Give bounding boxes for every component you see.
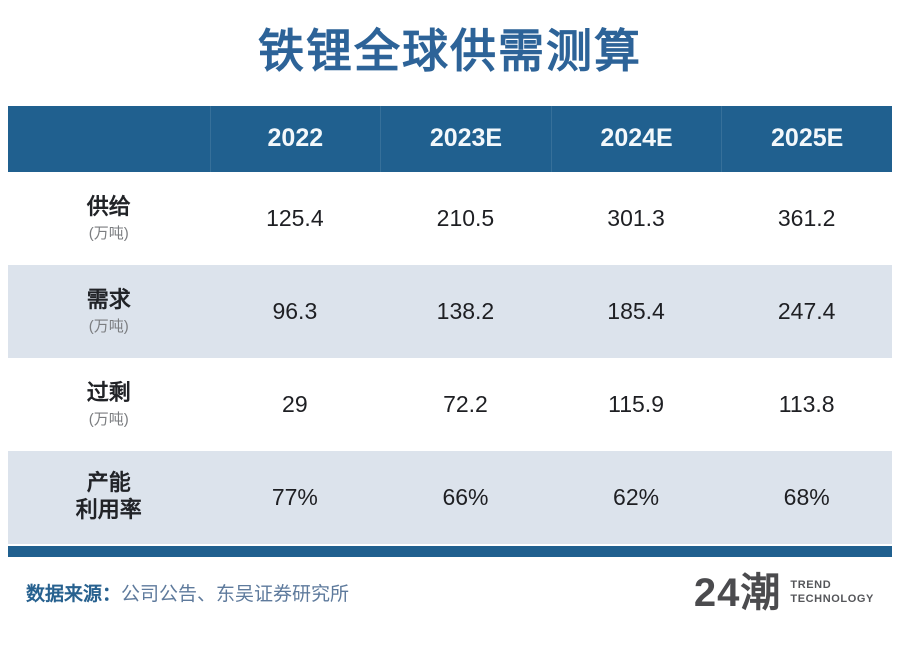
row-header-demand: 需求 (万吨) (8, 286, 210, 337)
table-row-surplus: 过剩 (万吨) 29 72.2 115.9 113.8 (8, 358, 892, 451)
header-empty-cell (8, 106, 210, 172)
page-title: 铁锂全球供需测算 (258, 25, 642, 77)
footer: 数据来源：公司公告、东吴证券研究所 24潮 TREND TECHNOLOGY (26, 573, 874, 613)
column-header-2022: 2022 (209, 105, 381, 172)
row-header-surplus: 过剩 (万吨) (8, 379, 210, 430)
cell-value: 77% (271, 483, 318, 510)
table-row-demand: 需求 (万吨) 96.3 138.2 185.4 247.4 (8, 264, 892, 358)
table-row-supply: 供给 (万吨) 125.4 210.5 301.3 361.2 (8, 172, 892, 265)
table-row-utilization: 产能 利用率 77% 66% 62% 68% (8, 450, 892, 544)
row-header-utilization: 产能 利用率 (8, 469, 210, 526)
cell-value: 138.2 (436, 297, 495, 324)
brand-logo: 24潮 TREND TECHNOLOGY (694, 573, 874, 613)
data-source-text: 公司公告、东吴证券研究所 (121, 584, 350, 606)
cell-value: 125.4 (266, 204, 324, 231)
row-label: 需求 (86, 286, 131, 312)
table-bottom-bar (8, 545, 892, 557)
cell-value: 66% (442, 483, 489, 510)
cell-value: 96.3 (272, 297, 318, 324)
cell-value: 247.4 (777, 297, 836, 324)
cell-value: 113.8 (778, 390, 835, 417)
table-header-row: 2022 2023E 2024E 2025E (8, 105, 892, 172)
brand-logo-line1: TREND (790, 578, 832, 591)
column-header-2024e: 2024E (550, 105, 722, 172)
row-header-supply: 供给 (万吨) (8, 193, 210, 244)
row-label: 供给 (86, 193, 131, 219)
cell-value: 62% (613, 483, 660, 510)
cell-value: 72.2 (443, 390, 488, 417)
cell-value: 361.2 (777, 204, 836, 231)
column-header-2025e: 2025E (721, 105, 892, 172)
cell-value: 68% (783, 483, 830, 510)
row-label: 过剩 (86, 379, 131, 405)
brand-logo-line2: TECHNOLOGY (790, 592, 874, 605)
row-unit: (万吨) (88, 225, 129, 243)
row-unit: (万吨) (88, 318, 129, 336)
supply-demand-table: 2022 2023E 2024E 2025E 供给 (万吨) 125.4 210… (8, 105, 892, 557)
cell-value: 29 (282, 390, 308, 417)
data-source-label: 数据来源： (26, 584, 122, 606)
cell-value: 301.3 (607, 204, 665, 231)
cell-value: 210.5 (436, 204, 495, 231)
brand-logo-en: TREND TECHNOLOGY (790, 579, 874, 607)
brand-logo-cn: 24潮 (693, 570, 782, 615)
data-source: 数据来源：公司公告、东吴证券研究所 (26, 579, 349, 606)
cell-value: 185.4 (607, 297, 665, 324)
infographic-page: 铁锂全球供需测算 2022 2023E 2024E 2025E 供给 (万吨) … (0, 25, 900, 661)
row-label: 产能 利用率 (75, 469, 142, 523)
row-unit: (万吨) (88, 411, 129, 429)
column-header-2023e: 2023E (380, 105, 551, 172)
cell-value: 115.9 (608, 390, 664, 417)
